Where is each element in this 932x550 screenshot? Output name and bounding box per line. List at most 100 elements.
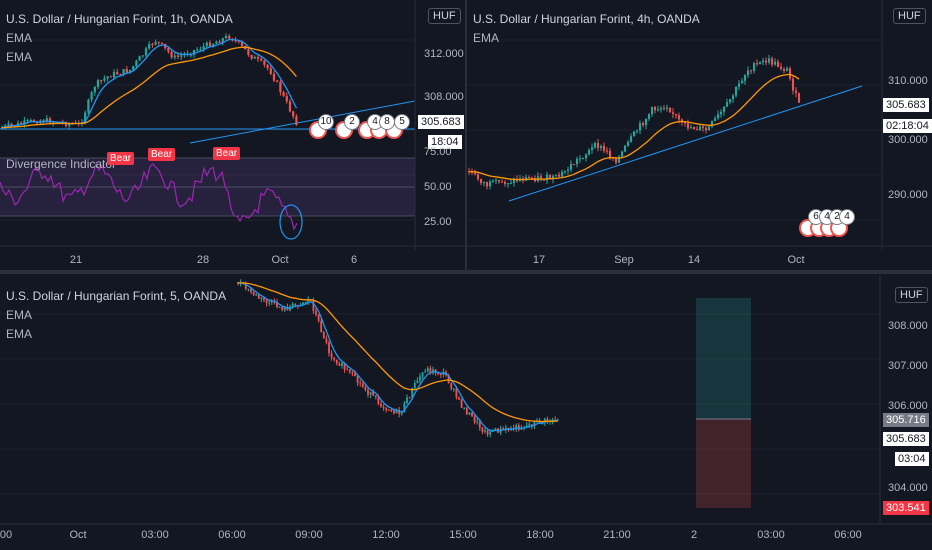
chart-pane-1h[interactable]: U.S. Dollar / Hungarian Forint, 1h, OAND… <box>0 0 465 270</box>
candle-body <box>458 397 460 400</box>
candle-body <box>653 106 657 111</box>
candle-body <box>224 35 228 39</box>
candle-body <box>623 145 627 152</box>
time-axis-label: 18:00 <box>526 529 554 541</box>
ema-legend[interactable]: EMA <box>473 31 500 45</box>
event-count-badge[interactable]: 10 <box>318 114 334 130</box>
countdown-tag: 02:18:04 <box>883 119 932 133</box>
stop-price-tag: 303.541 <box>883 501 929 515</box>
candle-body <box>4 125 7 128</box>
currency-button[interactable]: HUF <box>895 287 928 303</box>
pane-divider[interactable] <box>0 270 932 274</box>
candle-body <box>160 42 164 44</box>
candle-body <box>683 122 687 124</box>
candle-body <box>157 41 160 43</box>
candle-body <box>563 170 567 172</box>
candle-body <box>247 49 250 55</box>
currency-button[interactable]: HUF <box>893 8 926 24</box>
candle-body <box>432 369 434 373</box>
candle-body <box>527 177 531 179</box>
candle-body <box>447 375 450 384</box>
event-count-badge[interactable]: 2 <box>344 114 360 130</box>
candle-body <box>644 118 648 126</box>
candle-body <box>10 123 13 126</box>
candle-body <box>626 141 630 146</box>
price-axis-label: 308.000 <box>424 91 464 103</box>
candle-body <box>695 129 699 131</box>
candle-body <box>260 297 263 299</box>
candle-body <box>656 109 660 111</box>
candle-body <box>608 151 612 158</box>
candle-body <box>154 41 157 45</box>
candle-body <box>335 359 338 364</box>
candle-body <box>530 177 534 179</box>
indicator-legend[interactable]: Divergence Indicator <box>6 157 117 171</box>
candle-body <box>269 68 272 74</box>
candle-body <box>29 119 32 121</box>
chart-canvas-4h[interactable] <box>467 0 932 270</box>
candle-body <box>359 382 362 384</box>
candle-body <box>479 179 483 184</box>
chart-canvas-1h[interactable] <box>0 0 465 270</box>
candle-body <box>398 409 401 415</box>
candle-body <box>468 412 471 415</box>
candle-body <box>680 119 684 123</box>
candle-body <box>686 123 690 129</box>
candle-body <box>192 50 196 55</box>
candle-body <box>572 164 576 166</box>
candle-body <box>333 357 336 360</box>
event-count-badge[interactable]: 5 <box>394 114 410 130</box>
event-count-badge[interactable]: 8 <box>379 114 395 130</box>
chart-canvas-5m[interactable] <box>0 274 932 550</box>
candle-body <box>538 420 541 424</box>
candle-body <box>740 80 744 84</box>
candle-body <box>413 383 416 388</box>
trend-line <box>508 85 863 202</box>
time-axis-label: 21 <box>69 254 83 266</box>
candle-body <box>782 68 786 71</box>
candle-body <box>132 66 135 70</box>
time-axis-label: 00 <box>0 529 13 541</box>
candle-body <box>36 122 39 124</box>
chart-pane-4h[interactable]: U.S. Dollar / Hungarian Forint, 4h, OAND… <box>467 0 932 270</box>
candle-body <box>662 108 666 110</box>
candle-body <box>426 368 429 372</box>
ema-legend[interactable]: EMA <box>6 31 33 45</box>
last-price-tag: 305.683 <box>883 432 929 446</box>
candle-body <box>45 118 48 123</box>
candle-body <box>302 302 304 305</box>
candle-body <box>151 44 154 46</box>
candle-body <box>560 171 564 177</box>
ema-legend[interactable]: EMA <box>6 308 33 322</box>
candle-body <box>566 169 570 171</box>
candle-body <box>286 307 289 311</box>
event-count-badge[interactable]: 4 <box>839 209 855 225</box>
candle-body <box>455 388 458 398</box>
candle-body <box>704 127 708 131</box>
candle-body <box>265 300 268 303</box>
candle-body <box>322 332 325 339</box>
candle-body <box>749 70 753 72</box>
ema-line <box>469 73 800 181</box>
candle-body <box>794 90 798 93</box>
ema-legend[interactable]: EMA <box>6 50 33 64</box>
candle-body <box>602 145 606 151</box>
chart-pane-5m[interactable]: U.S. Dollar / Hungarian Forint, 5, OANDA… <box>0 274 932 550</box>
candle-body <box>701 126 705 128</box>
candle-body <box>354 373 356 377</box>
currency-button[interactable]: HUF <box>428 8 461 24</box>
candle-body <box>260 58 263 61</box>
candle-body <box>330 353 333 358</box>
candle-body <box>647 114 651 119</box>
candle-body <box>494 179 498 181</box>
pane-divider[interactable] <box>465 0 467 272</box>
candle-body <box>387 409 390 411</box>
candle-body <box>90 92 93 100</box>
candle-body <box>509 182 513 184</box>
candle-body <box>295 116 298 125</box>
candle-body <box>64 122 68 126</box>
ema-legend[interactable]: EMA <box>6 327 33 341</box>
candle-body <box>141 55 144 57</box>
time-axis-label: Oct <box>271 254 289 266</box>
candle-body <box>545 174 549 181</box>
